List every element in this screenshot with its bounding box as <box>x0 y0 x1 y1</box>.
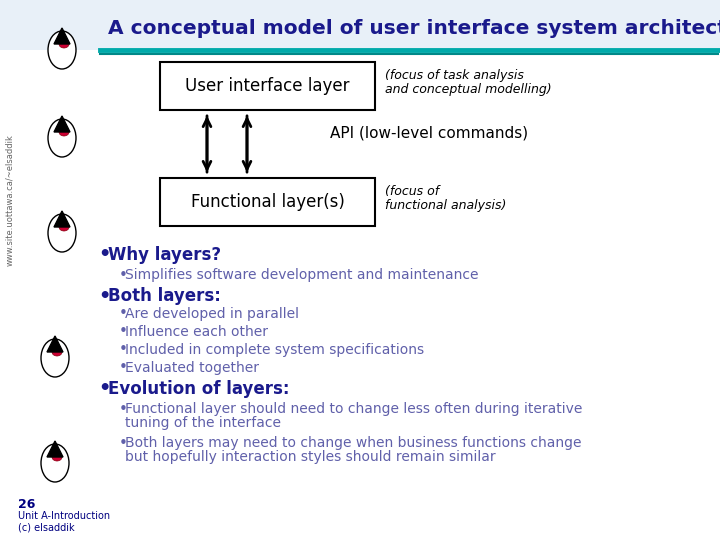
Text: Why layers?: Why layers? <box>108 246 221 264</box>
Ellipse shape <box>48 31 76 69</box>
Text: Both layers:: Both layers: <box>108 287 221 305</box>
Ellipse shape <box>52 453 62 461</box>
Text: (focus of task analysis: (focus of task analysis <box>385 70 524 83</box>
Ellipse shape <box>48 119 76 157</box>
Text: •: • <box>119 435 128 450</box>
Text: Functional layer(s): Functional layer(s) <box>191 193 344 211</box>
Text: and conceptual modelling): and conceptual modelling) <box>385 84 552 97</box>
Text: A conceptual model of user interface system architecture: A conceptual model of user interface sys… <box>108 18 720 37</box>
Polygon shape <box>54 28 70 44</box>
Text: but hopefully interaction styles should remain similar: but hopefully interaction styles should … <box>125 450 495 464</box>
Polygon shape <box>54 116 70 132</box>
Text: •: • <box>119 361 128 375</box>
Text: Are developed in parallel: Are developed in parallel <box>125 307 299 321</box>
Bar <box>160 178 375 226</box>
Text: www.site.uottawa.ca/~elsaddik: www.site.uottawa.ca/~elsaddik <box>6 134 14 266</box>
Ellipse shape <box>59 40 69 48</box>
Ellipse shape <box>59 223 69 231</box>
Text: Included in complete system specifications: Included in complete system specificatio… <box>125 343 424 357</box>
Text: Evaluated together: Evaluated together <box>125 361 259 375</box>
Text: Influence each other: Influence each other <box>125 325 268 339</box>
Text: •: • <box>119 267 128 282</box>
Text: •: • <box>98 287 110 306</box>
Bar <box>160 62 375 110</box>
Polygon shape <box>47 441 63 457</box>
Ellipse shape <box>48 214 76 252</box>
Ellipse shape <box>41 444 69 482</box>
Text: Simplifies software development and maintenance: Simplifies software development and main… <box>125 268 479 282</box>
Text: Evolution of layers:: Evolution of layers: <box>108 380 289 398</box>
Ellipse shape <box>52 348 62 356</box>
Text: •: • <box>119 325 128 340</box>
Ellipse shape <box>59 128 69 136</box>
Polygon shape <box>54 211 70 227</box>
Text: Both layers may need to change when business functions change: Both layers may need to change when busi… <box>125 436 582 450</box>
Text: •: • <box>119 402 128 416</box>
Text: •: • <box>98 380 110 399</box>
Bar <box>0 0 720 50</box>
Text: tuning of the interface: tuning of the interface <box>125 416 281 430</box>
Ellipse shape <box>41 339 69 377</box>
Text: Functional layer should need to change less often during iterative: Functional layer should need to change l… <box>125 402 582 416</box>
Text: functional analysis): functional analysis) <box>385 199 506 213</box>
Text: User interface layer: User interface layer <box>185 77 350 95</box>
Text: •: • <box>98 246 110 265</box>
Text: •: • <box>119 342 128 357</box>
Text: API (low-level commands): API (low-level commands) <box>330 125 528 140</box>
Text: Unit A-Introduction: Unit A-Introduction <box>18 511 110 521</box>
Text: (focus of: (focus of <box>385 186 439 199</box>
Text: (c) elsaddik: (c) elsaddik <box>18 522 75 532</box>
Text: 26: 26 <box>18 497 35 510</box>
Polygon shape <box>47 336 63 352</box>
Text: •: • <box>119 307 128 321</box>
